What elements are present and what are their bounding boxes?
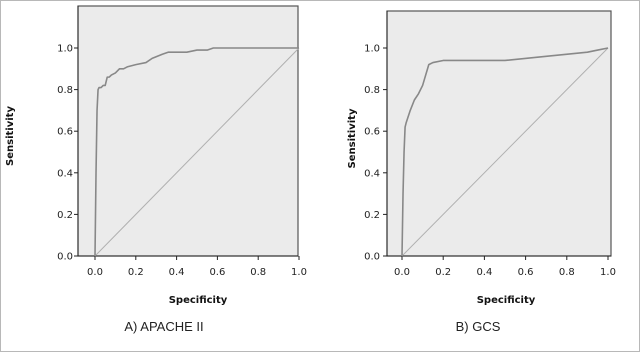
gcs-plot-area — [386, 10, 612, 257]
apache-x-axis-title: Specificity — [169, 295, 228, 306]
gcs-x-tick-label: 0.0 — [394, 267, 410, 278]
gcs-x-axis-title: Specificity — [477, 295, 536, 306]
gcs-x-tick-label: 0.8 — [559, 267, 575, 278]
gcs-reference-line — [401, 47, 609, 257]
apache-y-tick-label: 0.6 — [57, 127, 73, 138]
apache-caption: A) APACHE II — [124, 319, 203, 334]
apache-x-tick-label: 0.0 — [87, 267, 103, 278]
gcs-y-axis-title: Sensitivity — [347, 108, 358, 168]
apache-y-tick-label: 0.8 — [57, 85, 73, 96]
apache-y-axis-title: Sensitivity — [5, 106, 16, 166]
apache-y-tick-label: 0.2 — [57, 210, 73, 221]
gcs-y-tick-label: 0.6 — [364, 127, 380, 138]
apache-plot-area — [77, 5, 299, 257]
gcs-caption: B) GCS — [456, 319, 501, 334]
apache-y-tick-label: 0.4 — [57, 168, 73, 179]
apache-y-tick-label: 0.0 — [57, 252, 73, 263]
gcs-y-tick-label: 0.4 — [364, 168, 380, 179]
gcs-x-tick-label: 0.6 — [518, 267, 534, 278]
apache-roc-curve — [94, 47, 299, 257]
gcs-roc-curve — [401, 47, 609, 257]
gcs-x-tick-label: 1.0 — [600, 267, 616, 278]
gcs-y-tick-label: 1.0 — [364, 44, 380, 55]
apache-x-tick-label: 0.2 — [128, 267, 144, 278]
apache-x-tick-label: 0.8 — [250, 267, 266, 278]
gcs-x-tick-label: 0.4 — [476, 267, 492, 278]
gcs-x-tick-label: 0.2 — [435, 267, 451, 278]
gcs-y-tick-label: 0.0 — [364, 252, 380, 263]
gcs-y-tick-label: 0.2 — [364, 210, 380, 221]
apache-y-tick-label: 1.0 — [57, 44, 73, 55]
apache-x-tick-label: 0.4 — [169, 267, 185, 278]
gcs-y-tick-label: 0.8 — [364, 85, 380, 96]
apache-reference-line — [94, 47, 300, 257]
apache-x-tick-label: 0.6 — [209, 267, 225, 278]
apache-x-tick-label: 1.0 — [291, 267, 307, 278]
